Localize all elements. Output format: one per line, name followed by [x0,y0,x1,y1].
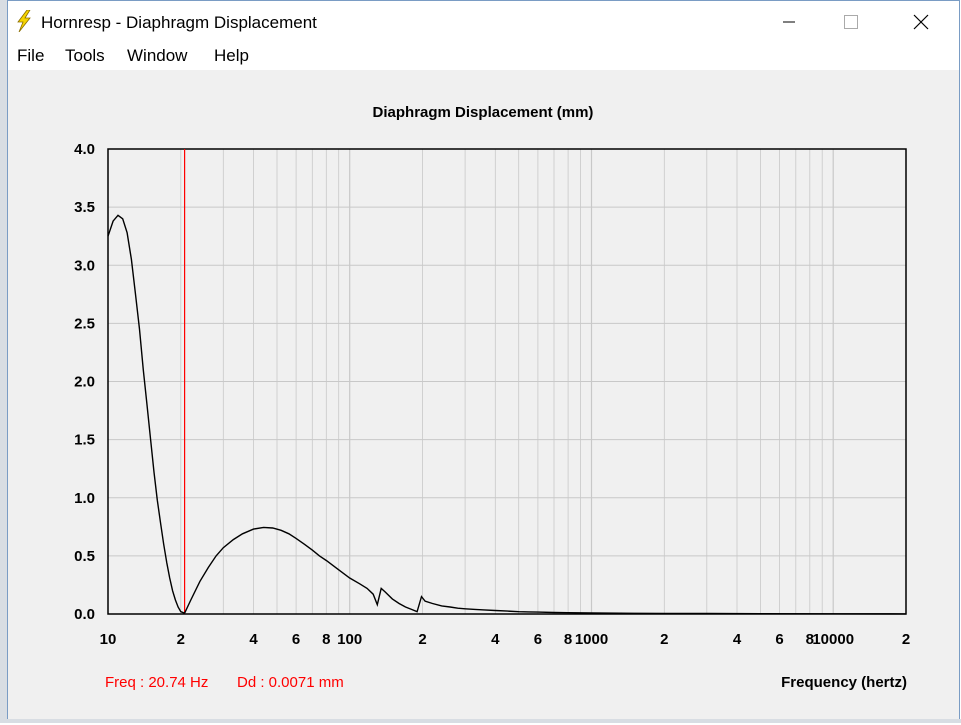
y-tick-label: 4.0 [74,141,95,158]
x-tick-label: 2 [902,631,910,648]
series-line-displacement [107,214,907,615]
y-tick-label: 3.0 [74,257,95,274]
y-tick-label: 0.5 [74,548,95,565]
x-tick-label: 4 [733,631,742,648]
menu-bar: File Tools Window Help [8,43,959,70]
displacement-chart[interactable]: Diaphragm Displacement (mm) 0.0 0.5 1.0 1.5… [8,70,959,720]
y-tick-label: 1.0 [74,490,95,507]
background-desktop [0,0,8,723]
y-tick-label: 1.5 [74,432,95,449]
y-axis-ticks: 0.0 0.5 1.0 1.5 2.0 2.5 3.0 3.5 4.0 [74,141,95,623]
x-tick-label: 2 [418,631,426,648]
menu-window[interactable]: Window [127,46,188,65]
x-tick-label: 4 [491,631,500,648]
y-tick-label: 2.5 [74,315,95,332]
dd-readout: Dd : 0.0071 mm [237,674,344,691]
close-button[interactable] [898,1,944,43]
x-tick-label: 6 [292,631,300,648]
x-tick-label: 1000 [575,631,608,648]
x-tick-label: 2 [177,631,185,648]
x-axis-label: Frequency (hertz) [781,674,907,691]
y-tick-label: 3.5 [74,199,95,216]
maximize-icon [844,15,858,29]
menu-file[interactable]: File [17,46,45,65]
x-tick-label: 8 [322,631,330,648]
lightning-bolt-icon [17,10,31,32]
freq-readout: Freq : 20.74 Hz [105,674,208,691]
y-tick-label: 2.0 [74,374,95,391]
chart-title: Diaphragm Displacement (mm) [373,104,594,121]
menu-help[interactable]: Help [214,46,249,65]
minimize-icon [783,21,795,23]
chart-area: Diaphragm Displacement (mm) 0.0 0.5 1.0 1.5… [8,70,959,720]
x-tick-label: 10000 [812,631,854,648]
y-tick-label: 0.0 [74,606,95,623]
x-tick-label: 2 [660,631,668,648]
x-tick-label: 6 [775,631,783,648]
minimize-button[interactable] [766,1,812,43]
close-icon [913,14,929,30]
hornresp-window: Hornresp - Diaphragm Displacement File T… [7,0,960,720]
plot-frame [107,148,907,615]
x-tick-label: 100 [337,631,362,648]
x-tick-label: 6 [534,631,542,648]
menu-tools[interactable]: Tools [65,46,105,65]
x-tick-label: 8 [806,631,814,648]
title-bar[interactable]: Hornresp - Diaphragm Displacement [8,1,959,43]
window-title: Hornresp - Diaphragm Displacement [41,13,317,32]
x-tick-label: 8 [564,631,572,648]
x-tick-label: 10 [100,631,117,648]
background-strip [0,719,961,723]
maximize-button[interactable] [828,1,874,43]
x-tick-label: 4 [249,631,258,648]
